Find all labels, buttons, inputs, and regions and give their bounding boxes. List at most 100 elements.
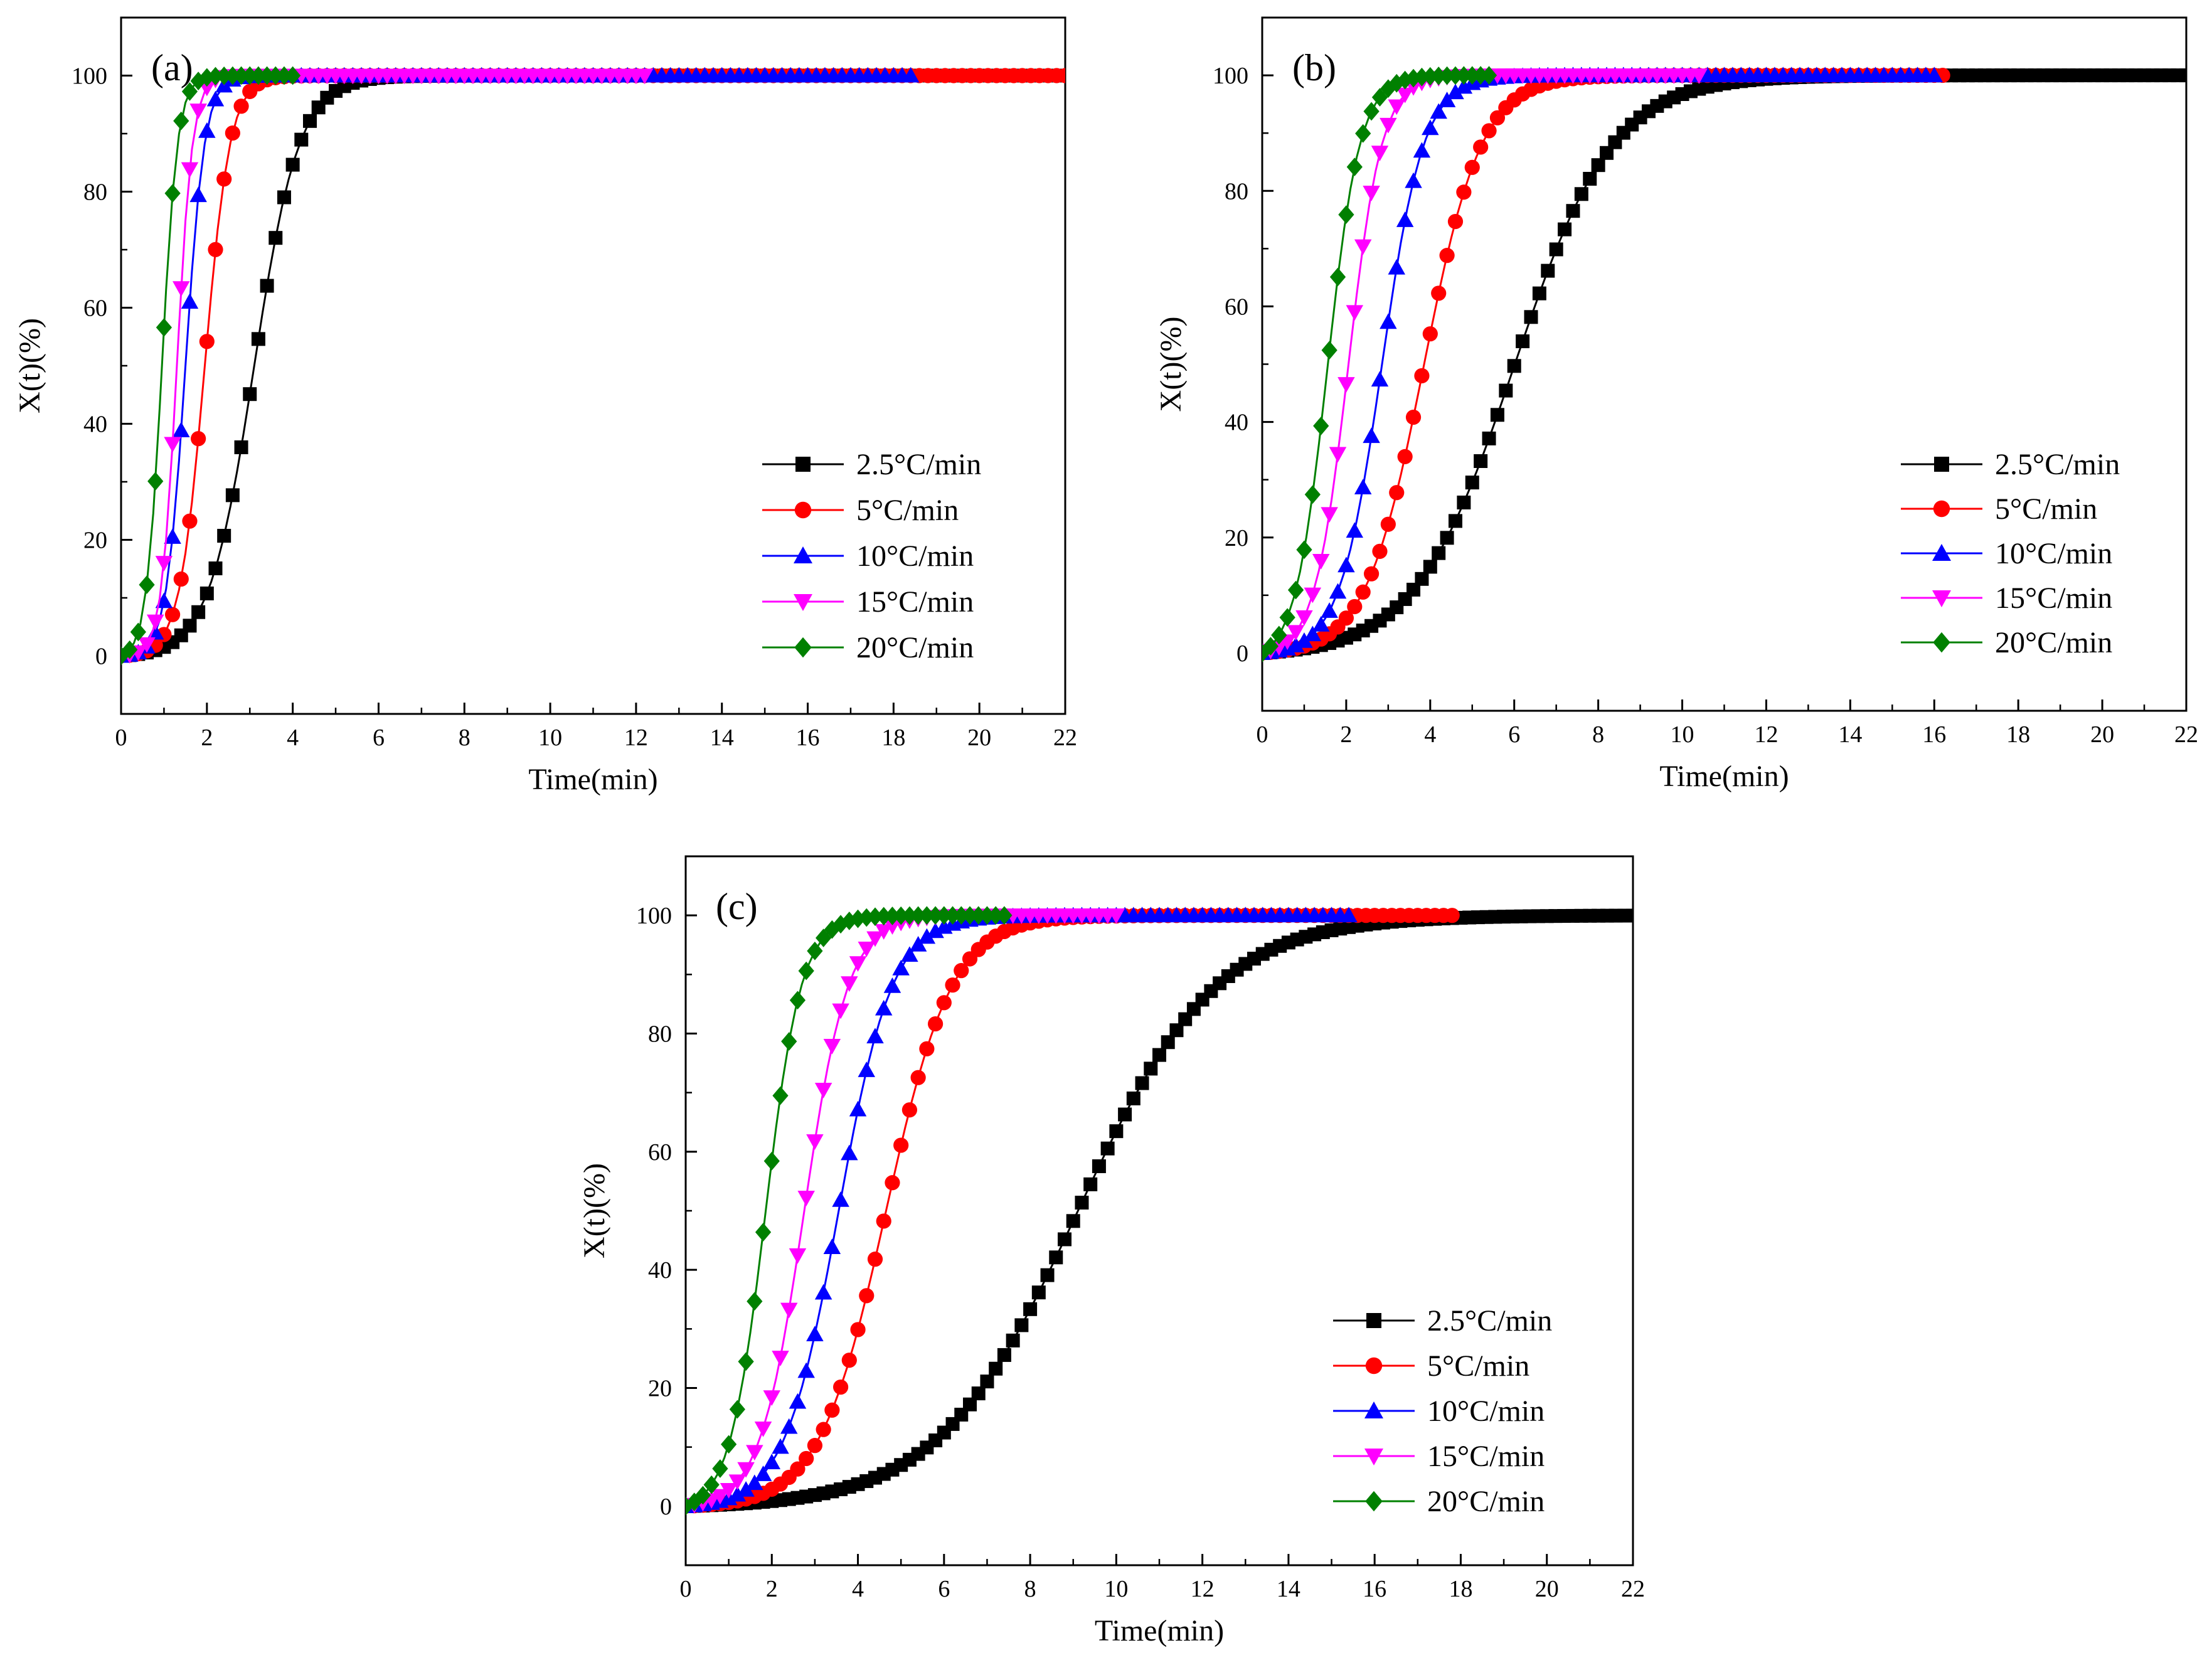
data-point xyxy=(1100,1141,1115,1156)
panel-label: (a) xyxy=(151,47,193,88)
x-tick-label: 2 xyxy=(766,1576,778,1602)
data-point xyxy=(980,1375,994,1389)
data-point xyxy=(122,640,138,659)
data-point xyxy=(267,66,284,85)
data-point xyxy=(181,293,199,309)
data-point xyxy=(1499,383,1513,398)
data-point xyxy=(1372,543,1388,559)
data-point xyxy=(1363,566,1380,582)
x-tick-label: 8 xyxy=(1592,721,1604,748)
data-point xyxy=(130,622,146,642)
data-point xyxy=(1430,66,1447,85)
data-point xyxy=(1473,139,1489,155)
data-point xyxy=(737,1462,755,1478)
data-point xyxy=(936,906,952,925)
y-axis-title: X(t)(%) xyxy=(578,1163,611,1258)
data-point xyxy=(1152,1048,1166,1062)
data-point xyxy=(1574,187,1588,201)
legend-marker xyxy=(794,546,812,563)
data-point xyxy=(303,114,317,128)
legend-marker xyxy=(794,501,812,519)
x-tick-label: 16 xyxy=(1363,1576,1386,1602)
data-point xyxy=(790,1461,806,1477)
data-point xyxy=(242,66,258,85)
legend-label: 2.5°C/min xyxy=(1427,1304,1552,1337)
data-point xyxy=(970,906,987,925)
data-point xyxy=(206,90,225,107)
x-tick-label: 20 xyxy=(967,725,991,751)
data-point xyxy=(927,1016,944,1032)
x-tick-label: 20 xyxy=(2090,721,2114,748)
legend: 2.5°C/min 5°C/min 10°C/min 15°C/min 20°C/min xyxy=(762,448,981,664)
data-point xyxy=(1481,66,1497,85)
y-tick-label: 40 xyxy=(648,1257,672,1284)
chart-panel-3: 0 2 4 6 8 10 12 14 16 18 20 22 0 20 40 60 80 100 Time(min)… xyxy=(578,855,1645,1647)
data-point xyxy=(1031,1285,1046,1300)
x-tick-label: 10 xyxy=(1104,1576,1128,1602)
data-point xyxy=(147,472,164,491)
y-tick-label: 40 xyxy=(83,412,107,438)
data-point xyxy=(781,1032,797,1051)
data-point xyxy=(139,575,155,594)
data-point xyxy=(164,184,181,203)
x-tick-label: 4 xyxy=(852,1576,864,1602)
data-point xyxy=(1413,142,1431,158)
data-point xyxy=(807,1438,823,1454)
data-point xyxy=(233,66,250,85)
data-point xyxy=(738,1352,754,1371)
legend-label: 20°C/min xyxy=(1427,1485,1545,1518)
data-point xyxy=(1388,258,1406,275)
x-tick-label: 8 xyxy=(459,725,471,751)
data-point xyxy=(269,231,283,245)
data-point xyxy=(1444,908,1460,923)
series-line xyxy=(1262,74,1489,654)
data-point xyxy=(1405,172,1422,188)
data-point xyxy=(1438,66,1455,85)
y-tick-label: 20 xyxy=(1225,525,1248,551)
legend-marker xyxy=(1933,632,1950,653)
data-point xyxy=(806,1326,824,1342)
data-point xyxy=(945,977,960,993)
legend-marker xyxy=(1934,457,1949,472)
data-point xyxy=(1040,1268,1055,1282)
legend-marker xyxy=(1366,1313,1381,1328)
data-point xyxy=(901,946,918,962)
data-point xyxy=(918,928,936,944)
data-point xyxy=(189,104,207,119)
data-point xyxy=(164,437,181,453)
x-tick-label: 2 xyxy=(201,725,213,751)
data-point xyxy=(1287,637,1305,652)
data-point xyxy=(1388,99,1406,115)
data-point xyxy=(867,1252,883,1267)
data-point xyxy=(721,1435,737,1454)
y-tick-label: 60 xyxy=(1225,294,1248,320)
data-point xyxy=(909,935,927,952)
y-tick-label: 100 xyxy=(1213,63,1248,89)
data-point xyxy=(1415,572,1429,586)
data-point xyxy=(1014,1318,1029,1332)
data-point xyxy=(816,1422,831,1437)
y-tick-label: 20 xyxy=(648,1376,672,1402)
data-point xyxy=(772,1438,789,1454)
data-point xyxy=(1355,124,1371,143)
legend-marker xyxy=(1365,1357,1383,1375)
data-point xyxy=(1295,610,1313,626)
data-point xyxy=(1447,83,1464,100)
data-point xyxy=(997,1348,1011,1362)
data-point xyxy=(841,1353,857,1368)
y-tick-label: 0 xyxy=(95,644,107,670)
data-point xyxy=(173,571,189,587)
data-point xyxy=(987,906,1004,925)
data-point xyxy=(1296,540,1312,560)
x-tick-label: 6 xyxy=(373,725,385,751)
data-point xyxy=(277,190,291,205)
data-point xyxy=(164,528,181,544)
data-point xyxy=(1422,66,1438,86)
data-point xyxy=(823,1238,841,1255)
data-point xyxy=(1321,341,1337,360)
legend-label: 20°C/min xyxy=(856,631,974,664)
series-line xyxy=(686,914,1112,1508)
data-point xyxy=(936,995,952,1011)
data-point xyxy=(1346,157,1363,176)
legend-marker xyxy=(1932,544,1951,561)
